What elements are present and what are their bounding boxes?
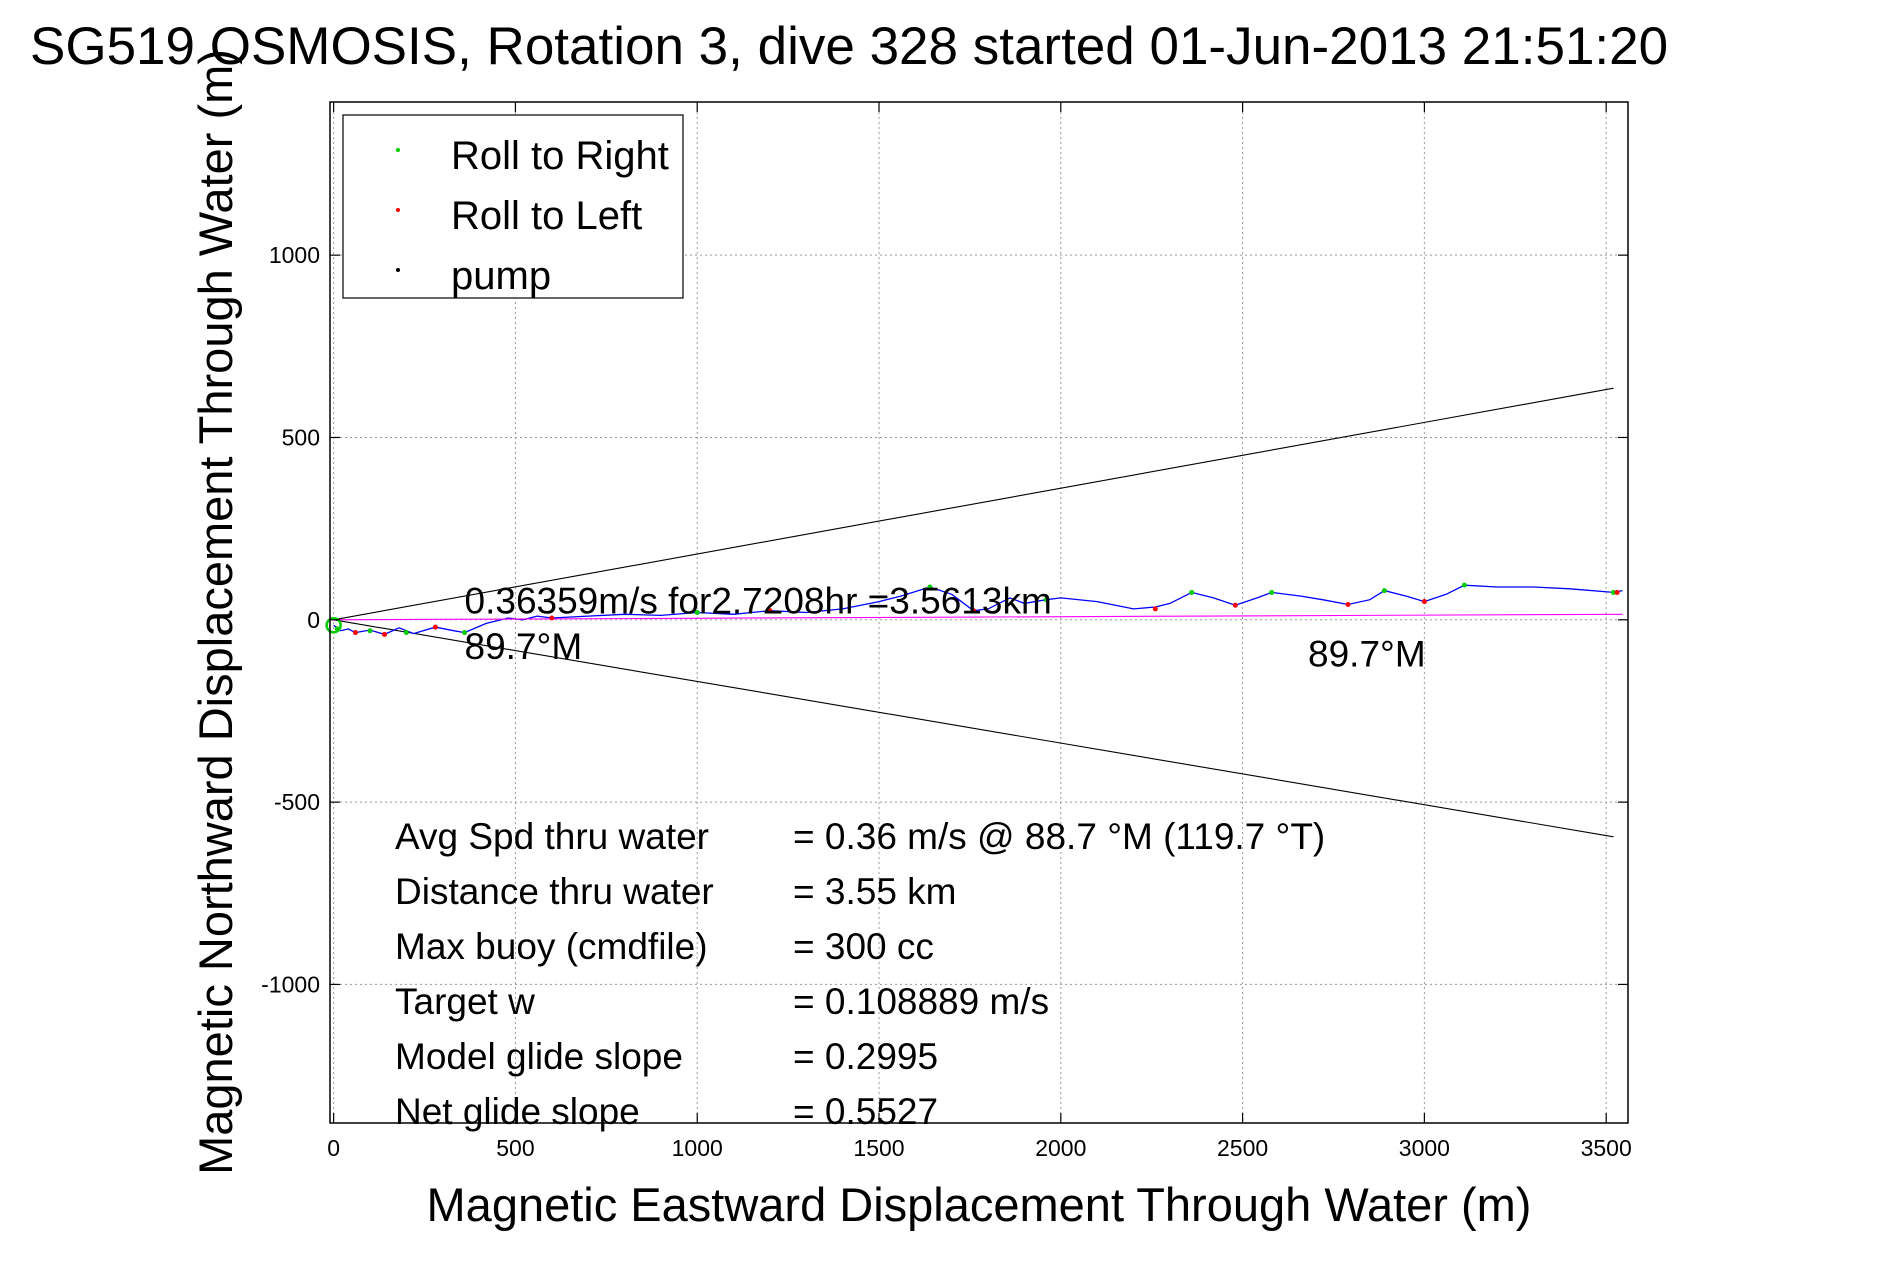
roll-right-point-5 <box>927 584 933 590</box>
legend: Roll to Right Roll to Left pump <box>342 114 684 299</box>
stat-label-3: Target w <box>395 981 535 1022</box>
stat-label-1: Distance thru water <box>395 871 714 912</box>
roll-left-point-3 <box>549 615 555 621</box>
grid <box>330 102 1628 1123</box>
start-marker <box>325 617 342 634</box>
markers <box>325 582 1620 637</box>
series-line-envelope-upper <box>333 387 1614 621</box>
roll-right-point-10 <box>1461 582 1467 588</box>
x-tick-label-1: 500 <box>496 1135 534 1161</box>
roll-right-point-7 <box>1189 589 1195 595</box>
stat-label-0: Avg Spd thru water <box>395 816 709 857</box>
roll-left-point-0 <box>352 630 358 636</box>
series-line-envelope-lower <box>333 619 1614 838</box>
roll-right-point-0 <box>334 626 340 632</box>
x-axis-label: Magnetic Eastward Displacement Through W… <box>427 1178 1532 1231</box>
legend-label-2: pump <box>451 254 551 298</box>
roll-right-point-11 <box>1610 589 1616 595</box>
roll-right-point-6 <box>1043 597 1049 603</box>
roll-left-point-7 <box>1232 602 1238 608</box>
stat-value-5: = 0.5527 <box>793 1091 938 1132</box>
stat-label-2: Max buoy (cmdfile) <box>395 926 708 967</box>
plot-frame <box>329 101 1629 1124</box>
legend-label-0: Roll to Right <box>451 134 669 178</box>
roll-right-point-9 <box>1381 588 1387 594</box>
roll-left-point-10 <box>1614 589 1620 595</box>
y-axis-label: Magnetic Northward Displacement Through … <box>189 49 242 1175</box>
roll-right-point-1 <box>367 628 373 634</box>
annotation-2: 89.7°M <box>1308 633 1426 674</box>
stat-label-4: Model glide slope <box>395 1036 683 1077</box>
legend-swatch-1 <box>396 208 400 212</box>
legend-swatch-2 <box>396 268 400 272</box>
y-tick-label-2: 0 <box>307 607 320 633</box>
legend-label-1: Roll to Left <box>451 194 642 238</box>
stat-value-0: = 0.36 m/s @ 88.7 °M (119.7 °T) <box>793 816 1325 857</box>
x-tick-label-5: 2500 <box>1217 1135 1268 1161</box>
x-tick-label-3: 1500 <box>853 1135 904 1161</box>
annotation-1: 89.7°M <box>465 626 583 667</box>
stat-label-5: Net glide slope <box>395 1091 640 1132</box>
annotation-0: 0.36359m/s for2.7208hr =3.5613km <box>465 581 1052 622</box>
roll-left-point-5 <box>971 608 977 614</box>
y-tick-label-0: -1000 <box>261 971 320 997</box>
stat-value-1: = 3.55 km <box>793 871 957 912</box>
roll-right-point-4 <box>694 610 700 615</box>
x-axis-ticks: 0 500 1000 1500 2000 2500 3000 3500 <box>327 102 1632 1161</box>
series-line-course <box>333 613 1623 621</box>
legend-box <box>342 114 684 299</box>
roll-left-point-9 <box>1421 599 1427 605</box>
legend-entries: Roll to Right Roll to Left pump <box>396 134 669 298</box>
roll-left-point-4 <box>767 608 773 614</box>
x-tick-label-7: 3500 <box>1581 1135 1632 1161</box>
roll-left-point-8 <box>1345 601 1351 607</box>
stat-value-3: = 0.108889 m/s <box>793 981 1049 1022</box>
stat-value-2: = 300 cc <box>793 926 934 967</box>
envelope-lines <box>333 387 1614 838</box>
chart-title: SG519 OSMOSIS, Rotation 3, dive 328 star… <box>30 17 1668 76</box>
stat-value-4: = 0.2995 <box>793 1036 938 1077</box>
x-tick-label-4: 2000 <box>1035 1135 1086 1161</box>
x-tick-label-2: 1000 <box>672 1135 723 1161</box>
roll-left-point-2 <box>432 624 438 630</box>
y-tick-label-3: 500 <box>282 424 320 450</box>
x-tick-label-6: 3000 <box>1399 1135 1450 1161</box>
stats-block: Avg Spd thru water = 0.36 m/s @ 88.7 °M (… <box>395 816 1325 1132</box>
roll-right-point-3 <box>462 630 468 636</box>
y-axis-ticks: -1000 -500 0 500 1000 <box>261 242 1628 997</box>
roll-left-point-1 <box>382 631 388 637</box>
roll-left-point-6 <box>1152 606 1158 612</box>
y-tick-label-4: 1000 <box>269 242 320 268</box>
roll-right-point-8 <box>1269 589 1275 595</box>
x-tick-label-0: 0 <box>327 1135 340 1161</box>
legend-swatch-0 <box>396 148 400 152</box>
y-tick-label-1: -500 <box>274 789 320 815</box>
roll-right-point-2 <box>403 630 409 636</box>
